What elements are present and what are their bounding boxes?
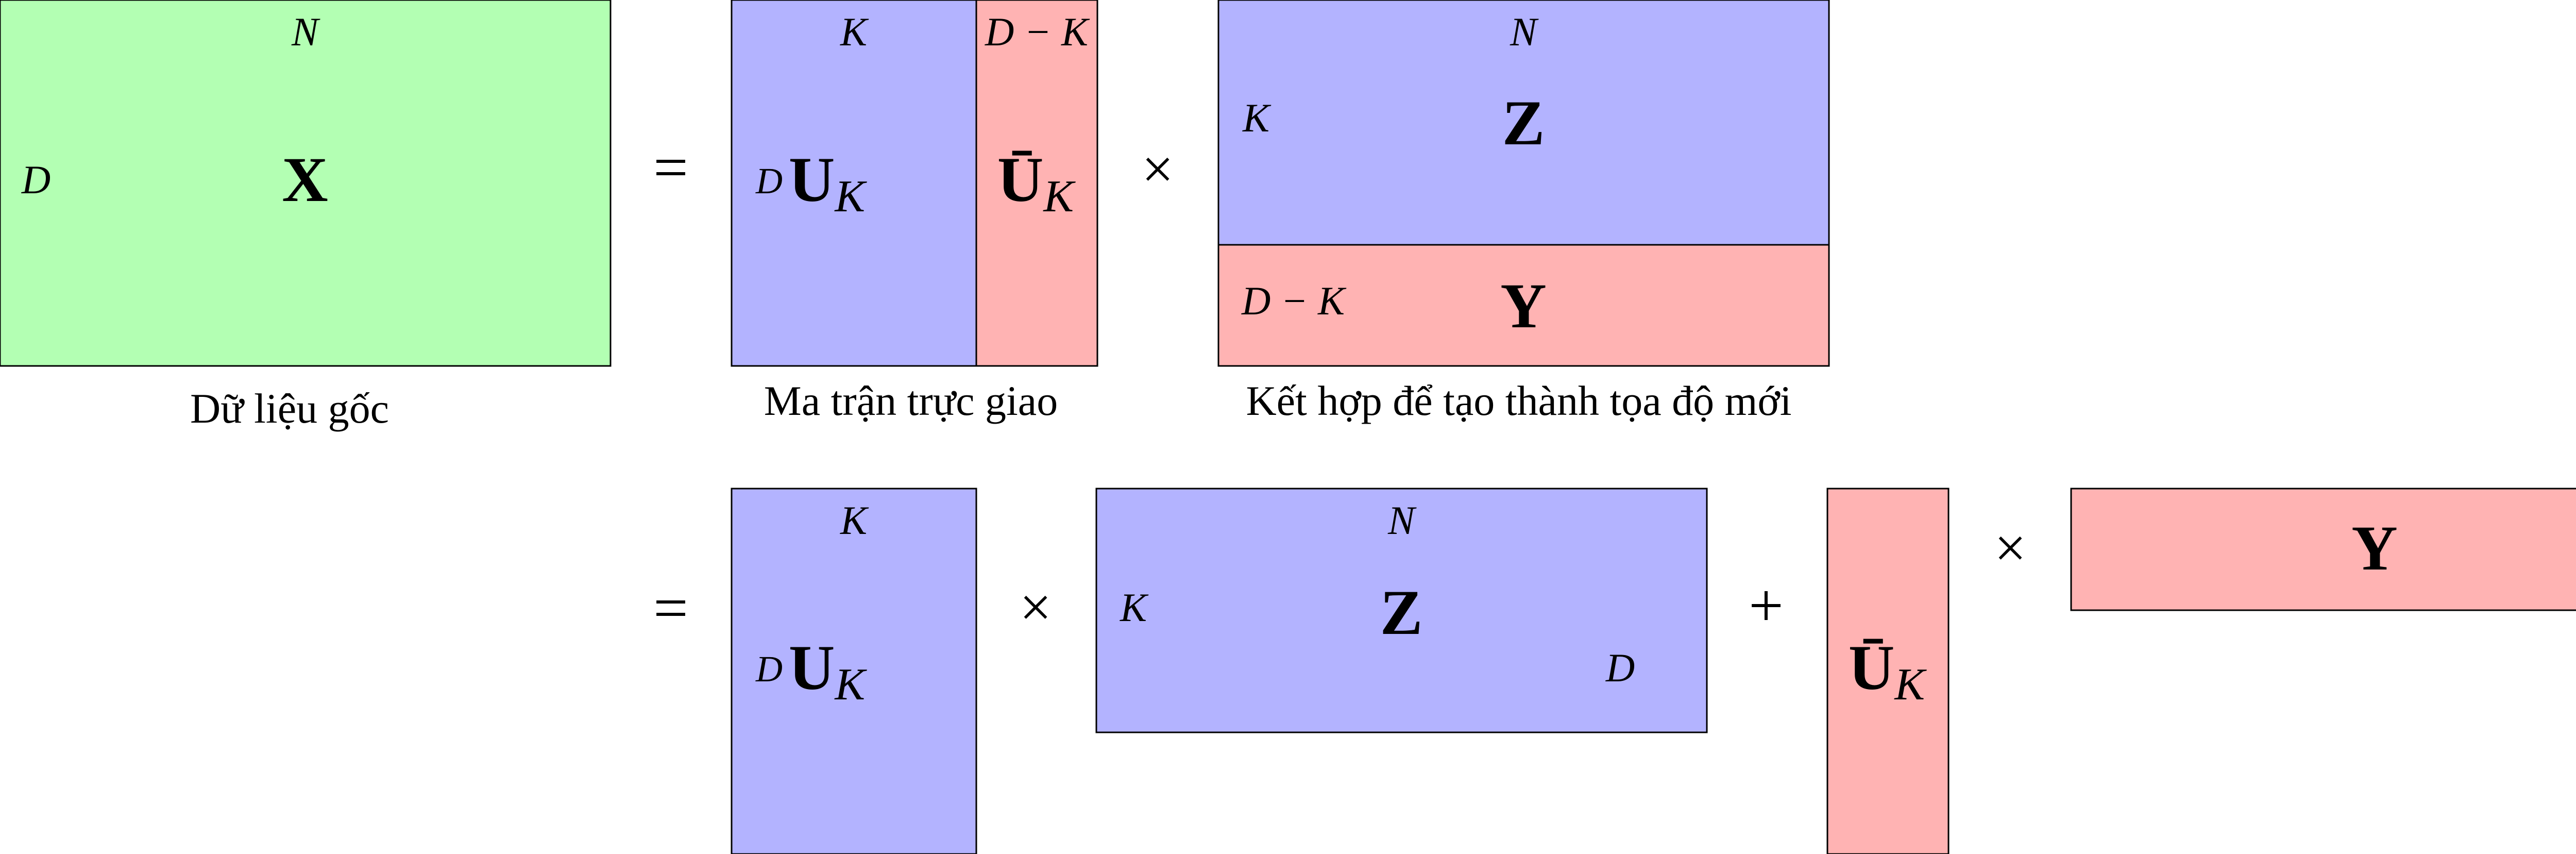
- matrix-x-box: [0, 0, 612, 367]
- y2-matrix-label: Y: [2351, 513, 2398, 583]
- equals-1: =: [653, 133, 688, 202]
- z2-cols-label: N: [1387, 498, 1417, 543]
- uk-cols-label: K: [840, 9, 869, 54]
- z-rows-label: K: [1242, 95, 1272, 140]
- z-caption: Kết hợp để tạo thành tọa độ mới: [1246, 377, 1791, 424]
- ubar-cols-label: D − K: [985, 9, 1090, 54]
- plus-sign: +: [1749, 571, 1784, 640]
- u-caption: Ma trận trực giao: [764, 377, 1058, 424]
- uk2-rows-label: D: [755, 648, 783, 690]
- matrix-uk-box: [731, 0, 977, 367]
- matrix-z-box: [1217, 0, 1830, 246]
- times-1: ×: [1142, 138, 1174, 200]
- matrix-z2-box: [1095, 488, 1708, 733]
- ubar2-matrix-label: ŪK: [1849, 632, 1927, 710]
- z-cols-label: N: [1510, 9, 1539, 54]
- z2-rows-label: K: [1120, 585, 1149, 630]
- matrix-uk2-box: [731, 488, 977, 854]
- equals-2: =: [653, 574, 688, 642]
- uk2-cols-label: K: [840, 498, 869, 543]
- uk2-matrix-label: UK: [789, 632, 868, 710]
- matrix-ubar-box: [975, 0, 1098, 367]
- x-caption: Dữ liệu gốc: [190, 385, 389, 432]
- z2-matrix-label: Z: [1380, 577, 1423, 648]
- y-rows-label: D − K: [1241, 278, 1347, 323]
- x-rows-label: D: [21, 157, 50, 202]
- ubar-matrix-label: ŪK: [997, 144, 1076, 222]
- matrix-ubar2-box: [1826, 488, 1950, 854]
- y-matrix-label: Y: [1500, 271, 1547, 341]
- matrix-y-box: [1217, 244, 1830, 367]
- times-2: ×: [1020, 576, 1052, 639]
- matrix-y2-box: [2070, 488, 2576, 611]
- uk-matrix-label: UK: [789, 144, 868, 222]
- z-matrix-label: Z: [1502, 88, 1545, 158]
- times-3: ×: [1994, 516, 2026, 579]
- uk-rows-label: D: [755, 160, 783, 202]
- z2-extra-label: D: [1605, 645, 1635, 690]
- x-cols-label: N: [291, 9, 320, 54]
- x-matrix-label: X: [282, 144, 328, 215]
